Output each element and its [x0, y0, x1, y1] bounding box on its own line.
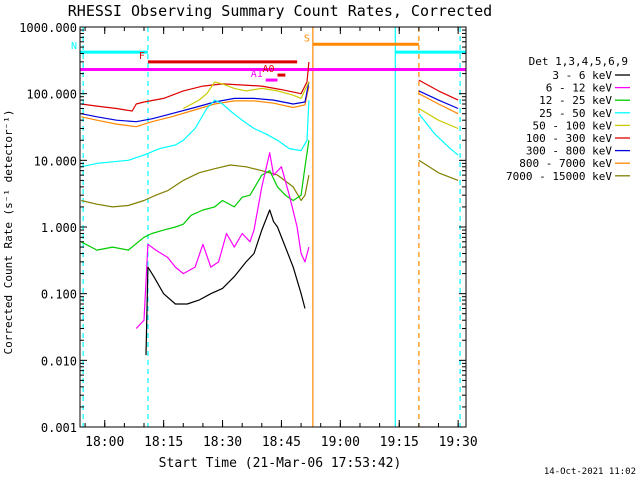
series-line-7000-15000keV	[81, 159, 459, 208]
chart-title: RHESSI Observing Summary Count Rates, Co…	[68, 2, 492, 20]
flag-label: F	[139, 51, 145, 62]
legend-label: 12 - 25 keV	[539, 94, 612, 107]
series-line-800-7000keV	[81, 85, 459, 128]
x-tick-label: 18:00	[85, 435, 124, 450]
legend-label: 3 - 6 keV	[552, 69, 612, 82]
series-line-100-300keV	[81, 61, 459, 112]
series-line-12-25keV	[80, 140, 310, 251]
legend-label: 6 - 12 keV	[546, 82, 613, 95]
flag-label: S	[304, 33, 310, 44]
y-tick-label: 1000.000	[19, 21, 77, 35]
legend-label: 50 - 100 keV	[533, 119, 613, 132]
plot-area: N F S A1 A0 0.001 0.010 0.100 1.000 10.000 100.00…	[19, 21, 478, 450]
legend-label: 300 - 800 keV	[526, 145, 612, 158]
legend-label: 7000 - 15000 keV	[506, 170, 612, 183]
x-tick-label: 18:45	[262, 435, 301, 450]
series-line-6-12keV	[135, 152, 310, 329]
series-line-50-100keV	[183, 81, 459, 130]
date-stamp: 14-Oct-2021 11:02	[544, 467, 636, 477]
flag-label: N	[71, 41, 77, 52]
x-tick-label: 18:15	[144, 435, 183, 450]
x-tick-label: 19:15	[380, 435, 419, 450]
y-tick-label: 0.010	[41, 354, 77, 368]
legend-label: 100 - 300 keV	[526, 132, 612, 145]
x-axis-label: Start Time (21-Mar-06 17:53:42)	[159, 456, 402, 471]
series-line-300-800keV	[81, 81, 459, 123]
flag-label: A1	[251, 69, 263, 80]
y-tick-label: 10.000	[34, 154, 77, 168]
x-tick-label: 19:30	[439, 435, 478, 450]
legend-title: Det 1,3,4,5,6,9	[529, 55, 628, 68]
y-tick-label: 1.000	[41, 221, 77, 235]
series-line-25-50keV	[81, 99, 459, 168]
legend-label: 25 - 50 keV	[539, 107, 612, 120]
legend-label: 800 - 7000 keV	[519, 157, 612, 170]
plot-frame	[79, 26, 467, 428]
y-tick-label: 100.000	[26, 88, 77, 102]
series-line-3-6keV	[145, 209, 306, 356]
x-tick-label: 19:00	[321, 435, 360, 450]
x-tick-label: 18:30	[203, 435, 242, 450]
y-tick-label: 0.001	[41, 421, 77, 435]
flag-label: A0	[262, 64, 274, 75]
y-axis-label: Corrected Count Rate (s⁻¹ detector⁻¹)	[2, 109, 15, 354]
y-tick-label: 0.100	[41, 288, 77, 302]
